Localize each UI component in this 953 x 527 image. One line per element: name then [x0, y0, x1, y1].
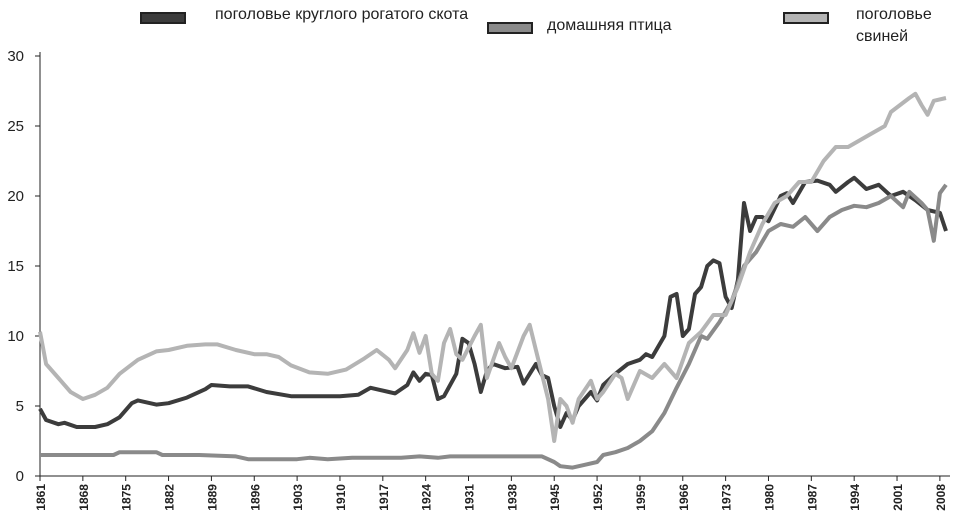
x-tick-label: 1875 [120, 484, 134, 511]
series-line [40, 183, 948, 470]
x-tick-label: 1959 [634, 484, 648, 511]
x-tick-label: 1987 [805, 484, 819, 511]
x-tick-label: 1966 [677, 484, 691, 511]
x-tick-label: 1868 [77, 484, 91, 511]
x-tick-label: 1945 [548, 484, 562, 511]
x-tick-label: 1931 [463, 484, 477, 511]
y-tick-label: 25 [7, 118, 24, 135]
x-tick-label: 1980 [762, 484, 776, 511]
x-tick-label: 1903 [291, 484, 305, 511]
x-tick-label: 1882 [163, 484, 177, 511]
legend-swatch [140, 12, 186, 24]
x-tick-label: 1917 [377, 484, 391, 511]
x-tick-label: 2001 [891, 484, 905, 511]
x-tick-label: 2008 [934, 484, 948, 511]
x-tick-label: 1896 [248, 484, 262, 511]
x-tick-label: 1889 [205, 484, 219, 511]
legend-swatch [783, 12, 829, 24]
legend-label: поголовье круглого рогатого скота [215, 6, 469, 23]
legend-swatch [487, 22, 533, 34]
x-tick-label: 1952 [591, 484, 605, 511]
x-tick-label: 1973 [720, 484, 734, 511]
y-tick-label: 0 [16, 468, 24, 485]
y-tick-label: 15 [7, 258, 24, 275]
x-tick-label: 1938 [505, 484, 519, 511]
series-line [38, 91, 947, 443]
y-tick-label: 10 [7, 328, 24, 345]
y-tick-label: 30 [7, 48, 24, 65]
x-tick-label: 1910 [334, 484, 348, 511]
x-tick-label: 1861 [34, 484, 48, 511]
y-tick-label: 20 [7, 188, 24, 205]
y-tick-label: 5 [16, 398, 24, 415]
x-tick-label: 1994 [848, 484, 862, 511]
series-line [38, 175, 948, 429]
legend-label: поголовье свиней [856, 6, 932, 45]
x-tick-label: 1924 [420, 484, 434, 511]
legend-label: домашняя птица [547, 17, 672, 34]
